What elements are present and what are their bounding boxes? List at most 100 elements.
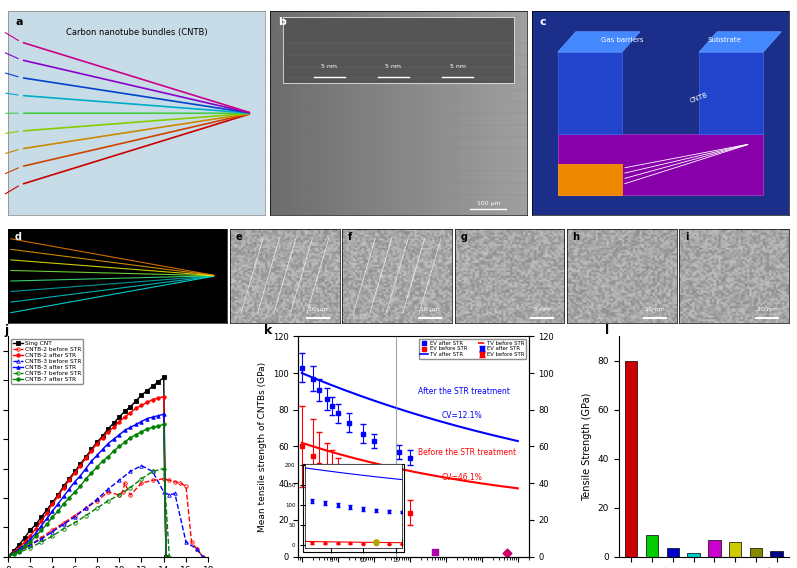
- CNTB-2 before STR: [104, 488, 113, 495]
- CNTB-3 before STR: [192, 546, 202, 553]
- CNTB-2 after STR: [92, 440, 102, 447]
- Sing CNT: [3, 553, 13, 560]
- CNTB-3 after STR: [159, 411, 168, 417]
- CNTB-7 after STR: [92, 463, 102, 470]
- Line: CNTB-3 after STR: CNTB-3 after STR: [6, 412, 167, 558]
- CNTB-3 before STR: [104, 486, 113, 492]
- CNTB-3 after STR: [132, 421, 141, 428]
- CNTB-7 before STR: [92, 505, 102, 512]
- CNTB-7 after STR: [26, 538, 35, 545]
- Sing CNT: [53, 491, 63, 498]
- CNTB-7 before STR: [59, 525, 69, 532]
- CNTB-2 before STR: [115, 491, 124, 498]
- Text: 10 μm: 10 μm: [308, 307, 328, 312]
- Bar: [687, 553, 700, 557]
- Text: g: g: [460, 232, 467, 242]
- CNTB-2 before STR: [175, 480, 185, 487]
- CNTB-7 after STR: [126, 435, 135, 441]
- Point: [501, 548, 513, 557]
- Sing CNT: [59, 483, 69, 490]
- CNTB-3 after STR: [26, 536, 35, 542]
- CNTB-7 before STR: [37, 538, 46, 545]
- CNTB-2 after STR: [147, 396, 157, 403]
- CNTB-2 after STR: [14, 544, 24, 551]
- CNTB-2 before STR: [159, 475, 168, 482]
- CNTB-2 after STR: [120, 414, 130, 420]
- Polygon shape: [699, 32, 781, 52]
- CNTB-2 after STR: [115, 418, 124, 425]
- CNTB-7 before STR: [126, 484, 135, 491]
- CNTB-3 after STR: [3, 553, 13, 560]
- Text: Before the STR treatment: Before the STR treatment: [418, 448, 516, 457]
- CNTB-7 before STR: [159, 465, 168, 472]
- CNTB-3 before STR: [92, 496, 102, 503]
- CNTB-2 before STR: [92, 498, 102, 504]
- CNTB-2 before STR: [126, 491, 135, 498]
- CNTB-7 after STR: [159, 421, 168, 428]
- CNTB-2 before STR: [14, 548, 24, 554]
- Sing CNT: [37, 513, 46, 520]
- CNTB-3 after STR: [53, 500, 63, 507]
- Bar: [728, 542, 741, 557]
- Text: Carbon nanotube bundles (CNTB): Carbon nanotube bundles (CNTB): [65, 28, 207, 37]
- Sing CNT: [147, 383, 157, 390]
- CNTB-3 after STR: [161, 553, 171, 560]
- Point: [393, 537, 406, 546]
- CNTB-2 after STR: [70, 470, 80, 477]
- CNTB-2 after STR: [159, 393, 168, 400]
- Sing CNT: [161, 553, 171, 560]
- CNTB-7 before STR: [164, 553, 174, 560]
- CNTB-3 after STR: [137, 418, 147, 425]
- Text: 100 μm: 100 μm: [477, 201, 501, 206]
- Bar: [646, 534, 658, 557]
- CNTB-2 after STR: [104, 428, 113, 435]
- CNTB-3 after STR: [147, 414, 157, 420]
- Sing CNT: [126, 403, 135, 410]
- CNTB-7 after STR: [115, 443, 124, 450]
- CNTB-3 before STR: [164, 491, 174, 498]
- CNTB-2 after STR: [81, 455, 91, 462]
- CNTB-3 after STR: [59, 493, 69, 500]
- CNTB-7 after STR: [143, 425, 152, 432]
- CNTB-3 after STR: [37, 523, 46, 529]
- CNTB-3 before STR: [14, 548, 24, 554]
- CNTB-2 before STR: [198, 553, 207, 560]
- Text: h: h: [572, 232, 579, 242]
- CNTB-7 after STR: [14, 548, 24, 554]
- CNTB-2 after STR: [31, 525, 41, 532]
- Text: CV=46.1%: CV=46.1%: [442, 473, 482, 482]
- CNTB-3 before STR: [26, 541, 35, 548]
- CNTB-7 before STR: [14, 549, 24, 556]
- CNTB-3 after STR: [20, 541, 29, 548]
- CNTB-7 before STR: [70, 520, 80, 527]
- CNTB-7 before STR: [137, 475, 147, 482]
- CNTB-3 after STR: [143, 415, 152, 422]
- CNTB-3 after STR: [153, 412, 163, 419]
- Sing CNT: [120, 408, 130, 415]
- CNTB-3 after STR: [65, 486, 74, 492]
- CNTB-2 before STR: [137, 480, 147, 487]
- Text: k: k: [264, 324, 272, 337]
- Sing CNT: [20, 534, 29, 541]
- CNTB-7 after STR: [120, 438, 130, 445]
- Text: 10 nm: 10 nm: [645, 307, 665, 312]
- CNTB-7 before STR: [26, 544, 35, 551]
- CNTB-7 after STR: [65, 495, 74, 502]
- Sing CNT: [104, 425, 113, 432]
- CNTB-3 after STR: [109, 436, 119, 442]
- CNTB-2 after STR: [153, 395, 163, 402]
- Polygon shape: [699, 52, 764, 133]
- CNTB-2 before STR: [186, 538, 196, 545]
- CNTB-2 before STR: [170, 478, 179, 485]
- CNTB-2 before STR: [192, 546, 202, 553]
- CNTB-7 after STR: [3, 553, 13, 560]
- CNTB-2 after STR: [53, 493, 63, 500]
- CNTB-7 after STR: [87, 470, 96, 477]
- CNTB-7 after STR: [104, 453, 113, 460]
- CNTB-2 before STR: [59, 520, 69, 527]
- CNTB-3 before STR: [115, 477, 124, 484]
- Polygon shape: [558, 32, 640, 52]
- CNTB-7 before STR: [147, 468, 157, 475]
- CNTB-3 before STR: [48, 528, 57, 535]
- Legend: Sing CNT, CNTB-2 before STR, CNTB-2 after STR, CNTB-3 before STR, CNTB-3 after S: Sing CNT, CNTB-2 before STR, CNTB-2 afte…: [11, 339, 83, 383]
